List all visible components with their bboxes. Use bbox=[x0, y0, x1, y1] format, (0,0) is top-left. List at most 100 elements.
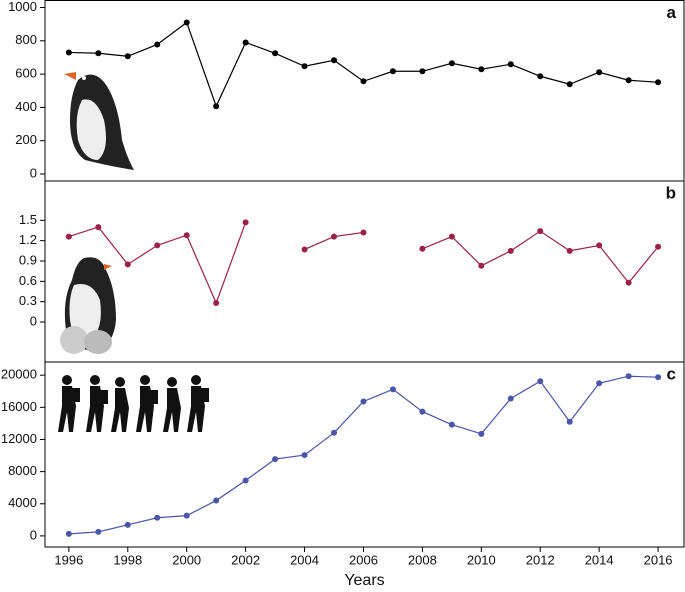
data-point bbox=[301, 452, 308, 459]
data-point bbox=[331, 233, 338, 240]
y-tick-label: 0 bbox=[30, 165, 37, 180]
x-tick-label: 1998 bbox=[113, 552, 142, 567]
data-point bbox=[596, 380, 603, 387]
y-tick-label: 1.2 bbox=[19, 232, 37, 247]
data-point bbox=[301, 63, 308, 70]
data-point bbox=[331, 57, 338, 64]
panel: b 0 0.3 0.6 0.9 1.2 1.5 bbox=[19, 180, 685, 363]
data-point bbox=[448, 233, 455, 240]
data-point bbox=[537, 228, 544, 235]
data-point bbox=[183, 512, 190, 519]
data-point bbox=[213, 300, 220, 307]
y-tick-label: 12000 bbox=[1, 431, 37, 446]
data-point bbox=[448, 421, 455, 428]
y-tick-label: 600 bbox=[15, 66, 37, 81]
data-point bbox=[419, 68, 426, 75]
data-point bbox=[124, 521, 131, 528]
data-point bbox=[566, 81, 573, 88]
penguin-with-chicks bbox=[60, 257, 116, 354]
panel-frame bbox=[44, 180, 685, 363]
x-tick-label: 2012 bbox=[526, 552, 555, 567]
y-tick-label: 0.3 bbox=[19, 293, 37, 308]
x-axis-label: Years bbox=[344, 572, 384, 589]
data-point bbox=[183, 19, 190, 26]
y-tick-label: 16000 bbox=[1, 399, 37, 414]
x-tick-label: 1996 bbox=[54, 552, 83, 567]
data-point bbox=[537, 378, 544, 385]
data-point bbox=[360, 78, 367, 85]
x-tick-label: 2004 bbox=[290, 552, 319, 567]
data-point bbox=[272, 50, 279, 57]
panel-frame bbox=[44, 0, 685, 182]
y-tick-label: 1.5 bbox=[19, 212, 37, 227]
data-point bbox=[242, 477, 249, 484]
x-tick-label: 2006 bbox=[349, 552, 378, 567]
data-point bbox=[389, 386, 396, 393]
data-point bbox=[95, 50, 102, 57]
hikers bbox=[58, 375, 209, 432]
data-point bbox=[389, 68, 396, 75]
data-line bbox=[68, 21, 659, 108]
panel-frame bbox=[44, 361, 685, 548]
data-point bbox=[124, 53, 131, 60]
panel-label: c bbox=[667, 364, 676, 383]
y-tick-label: 4000 bbox=[8, 495, 37, 510]
y-tick-label: 400 bbox=[15, 99, 37, 114]
x-tick-label: 2002 bbox=[231, 552, 260, 567]
y-tick-label: 0.6 bbox=[19, 273, 37, 288]
data-point bbox=[655, 79, 662, 86]
data-point bbox=[95, 528, 102, 535]
data-point bbox=[507, 61, 514, 68]
data-point bbox=[419, 408, 426, 415]
data-point bbox=[537, 73, 544, 80]
y-tick-label: 1000 bbox=[8, 0, 37, 14]
data-point bbox=[242, 39, 249, 46]
data-point bbox=[65, 530, 72, 537]
data-point bbox=[625, 373, 632, 380]
data-point bbox=[655, 243, 662, 250]
data-point bbox=[566, 247, 573, 254]
data-point bbox=[301, 246, 308, 253]
data-point bbox=[124, 261, 131, 268]
panel-label: b bbox=[666, 183, 676, 202]
y-tick-label: 0 bbox=[30, 313, 37, 328]
data-point bbox=[566, 418, 573, 425]
data-point bbox=[154, 514, 161, 521]
data-point bbox=[360, 229, 367, 236]
data-point bbox=[272, 456, 279, 463]
x-tick-label: 2000 bbox=[172, 552, 201, 567]
x-tick-label: 2014 bbox=[585, 552, 614, 567]
y-tick-label: 800 bbox=[15, 32, 37, 47]
data-point bbox=[507, 395, 514, 402]
data-point bbox=[213, 103, 220, 110]
panel-label: a bbox=[667, 3, 677, 22]
data-point bbox=[419, 245, 426, 252]
x-tick-label: 2016 bbox=[644, 552, 673, 567]
x-tick-label: 2008 bbox=[408, 552, 437, 567]
data-point bbox=[154, 41, 161, 48]
penguin-adult bbox=[64, 72, 134, 170]
y-tick-label: 0.9 bbox=[19, 252, 37, 267]
data-point bbox=[478, 66, 485, 73]
data-point bbox=[183, 232, 190, 239]
y-tick-label: 200 bbox=[15, 132, 37, 147]
y-tick-label: 8000 bbox=[8, 463, 37, 478]
data-point bbox=[596, 69, 603, 76]
data-point bbox=[655, 374, 662, 381]
panel: c 0 4000 8000 12000 16000 20000 1996 1998 2000 200… bbox=[1, 361, 685, 589]
data-point bbox=[213, 497, 220, 504]
data-point bbox=[331, 429, 338, 436]
x-tick-label: 2010 bbox=[467, 552, 496, 567]
data-point bbox=[596, 242, 603, 249]
data-point bbox=[507, 247, 514, 254]
data-point bbox=[478, 262, 485, 269]
data-point bbox=[360, 398, 367, 405]
data-point bbox=[65, 233, 72, 240]
data-point bbox=[95, 224, 102, 231]
data-point bbox=[625, 279, 632, 286]
y-tick-label: 20000 bbox=[1, 367, 37, 382]
data-point bbox=[448, 60, 455, 67]
y-tick-label: 0 bbox=[30, 527, 37, 542]
